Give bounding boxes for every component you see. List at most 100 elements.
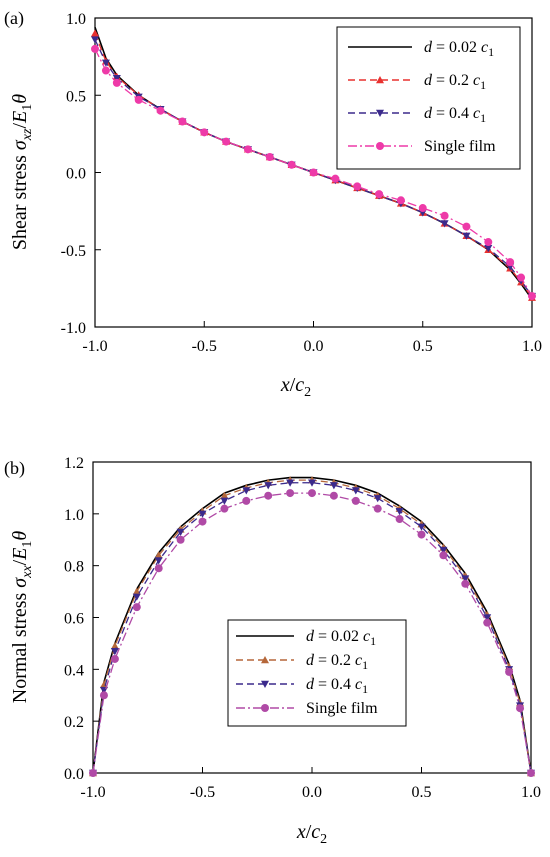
panel-b-legend-marker — [261, 704, 269, 712]
panel-b-xtick-label: 0.5 — [412, 784, 432, 801]
panel-b-data-point — [154, 557, 163, 565]
panel-b-ylabel-slash: / — [9, 559, 31, 565]
panel-a-xtick-label: -0.5 — [192, 338, 217, 355]
panel-a-ylabel-sigma: σ — [9, 139, 31, 150]
panel-a-series — [91, 27, 536, 301]
panel-b-data-point — [516, 704, 525, 713]
panel-a-legend-label: d = 0.4 c1 — [424, 105, 486, 125]
panel-a-legend-marker — [376, 76, 384, 84]
panel-a-ylabel: Shear stress σxz/E1θ — [9, 94, 35, 250]
panel-b-data-point — [154, 564, 163, 573]
panel-a-xlabel: x/c2 — [280, 374, 311, 400]
panel-a-ytick-label: 0.5 — [66, 88, 86, 105]
panel-b-ytick-label: 0.8 — [64, 559, 84, 576]
panel-a-data-point — [222, 137, 231, 146]
panel-b-data-point — [373, 504, 382, 513]
panel-a-xtick-label: 0.0 — [304, 338, 324, 355]
panel-b-data-point — [132, 593, 141, 601]
panel-a-ylabel-sub1: xz — [20, 128, 35, 141]
panel-b-data-point — [308, 479, 316, 487]
panel-a-legend-marker — [376, 142, 384, 150]
panel-b-data-point — [198, 510, 207, 518]
panel-b-ytick-label: 0.4 — [64, 662, 84, 679]
panel-b-ylabel-text: Normal stress σxx/E1θ — [9, 531, 35, 704]
panel-b-data-point — [110, 647, 119, 656]
panel-a-data-point — [331, 174, 340, 183]
panel-b-ylabel-sub1: xx — [20, 565, 35, 579]
panel-b-data-point — [220, 497, 229, 505]
panel-b-legend-label: d = 0.4 c1 — [306, 676, 368, 696]
panel-b-ylabel-theta: θ — [9, 531, 31, 541]
panel-a-data-point — [178, 117, 187, 126]
panel-b-data-point — [99, 680, 108, 689]
panel-b-data-point — [132, 587, 141, 595]
panel-b-ytick-label: 1.2 — [64, 455, 84, 472]
panel-b-data-point — [483, 618, 492, 627]
panel-a-data-point — [101, 59, 110, 67]
panel-b-legend-label: d = 0.2 c1 — [306, 652, 368, 672]
panel-a-data-point — [462, 232, 471, 240]
panel-a-legend: d = 0.02 c1 d = 0.2 c1 d = 0.4 c1 Single fi… — [336, 26, 521, 170]
panel-a-ylabel-prefix: Shear stress — [9, 150, 31, 250]
panel-a-data-point — [287, 160, 296, 169]
panel-a-ticks: -1.0 -0.5 0.0 0.5 1.0 1.0 0.5 0.0 -0.5 -1.0 — [61, 11, 542, 355]
panel-a-data-point — [484, 238, 493, 247]
panel-b-data-point — [220, 491, 229, 499]
panel-a-legend-label: d = 0.2 c1 — [424, 72, 486, 92]
panel-b-data-point — [242, 487, 251, 495]
panel-b-data-point — [329, 491, 338, 500]
panel-b-data-point — [483, 614, 492, 622]
panel-b-data-point — [329, 482, 338, 490]
panel-a-data-point — [91, 29, 99, 37]
panel-b-data-point — [264, 491, 273, 500]
panel-a-data-point — [309, 168, 318, 177]
panel-a-data-point — [200, 128, 209, 137]
panel-a-ytick-label: 1.0 — [66, 11, 86, 28]
panel-a-data-point — [396, 196, 405, 205]
panel-b-xtick-label: -1.0 — [80, 784, 105, 801]
panel-b-ylabel-sub2: 1 — [20, 541, 35, 548]
panel-a-data-point — [265, 153, 274, 162]
panel-b-ylabel-sigma: σ — [9, 577, 31, 588]
panel-a-data-point — [112, 78, 121, 87]
panel-b-data-point — [154, 551, 163, 559]
panel-a-xlabel-text: x/c2 — [280, 374, 311, 400]
panel-a-legend-label: d = 0.02 c1 — [424, 39, 494, 59]
panel-a-data-point — [440, 220, 449, 228]
panel-b-legend-label: d = 0.02 c1 — [306, 628, 376, 648]
panel-b-ylabel-prefix: Normal stress — [9, 588, 31, 704]
panel-a-data-point — [91, 44, 99, 53]
panel-a-xlabel-x: x — [280, 374, 290, 396]
panel-b-ytick-label: 0.6 — [64, 611, 84, 628]
panel-a-data-point — [134, 95, 143, 104]
panel-a-xlabel-slash: / — [290, 374, 296, 396]
panel-b-data-point — [132, 603, 141, 612]
panel-b-data-point — [198, 517, 207, 526]
panel-b-ylabel: Normal stress σxx/E1θ — [9, 531, 35, 704]
panel-a-data-point — [517, 273, 526, 282]
panel-b-series — [89, 476, 535, 777]
panel-b-data-point — [242, 496, 251, 505]
panel-a-data-point — [353, 182, 362, 191]
panel-b-data-point — [417, 530, 426, 539]
panel-a-data-point — [484, 245, 493, 253]
panel-a-data-point — [506, 258, 515, 267]
panel-b-legend-label: Single film — [306, 700, 378, 717]
panel-b-ytick-label: 0.2 — [64, 714, 84, 731]
panel-a-xtick-label: -1.0 — [82, 338, 107, 355]
panel-a-ytick-label: -1.0 — [61, 320, 86, 337]
panel-b-ytick-label: 1.0 — [64, 507, 84, 524]
panel-a-data-point — [462, 222, 471, 231]
panel-b-data-point — [176, 528, 185, 536]
panel-a-legend-label: Single film — [424, 138, 496, 155]
panel-b-data-point — [505, 667, 514, 676]
panel-b-legend: d = 0.02 c1 d = 0.2 c1 d = 0.4 c1 Single fi… — [227, 619, 407, 727]
panel-b-data-point — [99, 691, 108, 700]
panel-a-xtick-label: 1.0 — [522, 338, 542, 355]
panel-b-xtick-label: 0.0 — [302, 784, 322, 801]
panel-b-ticks: -1.0 -0.5 0.0 0.5 1.0 1.2 1.0 0.8 0.6 0.4 0.2 0.0 — [64, 455, 541, 801]
panel-b-data-point — [89, 769, 97, 777]
panel-b-data-point — [308, 489, 316, 498]
panel-a-label: (a) — [4, 8, 24, 29]
